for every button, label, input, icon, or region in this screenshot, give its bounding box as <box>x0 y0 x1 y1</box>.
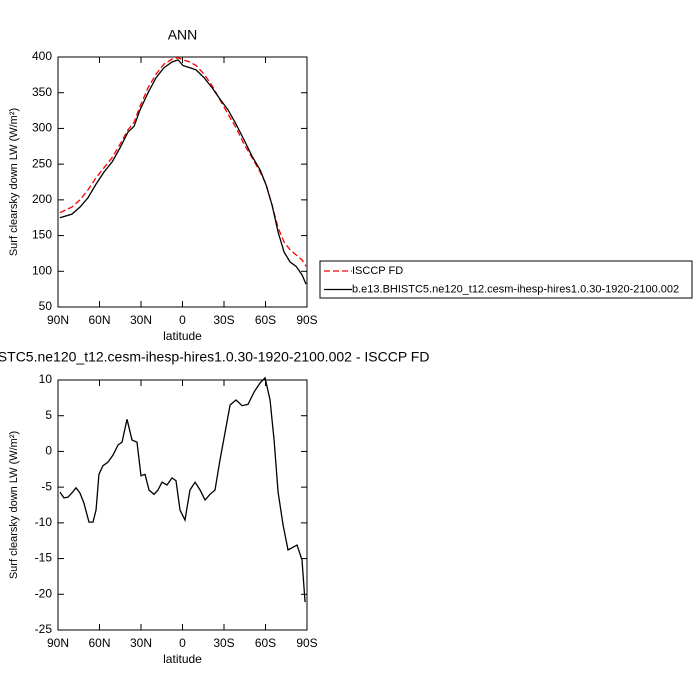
x-tick-label: 60N <box>88 636 110 650</box>
y-tick-label: -25 <box>35 622 53 636</box>
y-tick-label: 100 <box>32 263 52 277</box>
data-line <box>59 59 307 285</box>
x-tick-label: 90N <box>47 313 69 327</box>
plot-frame <box>57 56 308 308</box>
x-tick-label: 90N <box>47 636 69 650</box>
x-tick-label: 30S <box>213 636 234 650</box>
x-tick-label: 90S <box>296 636 317 650</box>
x-tick-label: 0 <box>179 636 186 650</box>
x-tick-label: 30N <box>130 313 152 327</box>
x-axis-label: latitude <box>163 652 202 666</box>
y-tick-label: -20 <box>35 586 53 600</box>
x-tick-label: 60S <box>255 313 276 327</box>
y-axis-label: Surf clearsky down LW (W/m²) <box>8 108 20 256</box>
legend-label: ISCCP FD <box>352 265 403 277</box>
x-tick-label: 30N <box>130 636 152 650</box>
y-tick-label: 5 <box>45 408 52 422</box>
y-tick-label: 150 <box>32 228 52 242</box>
y-tick-label: 50 <box>39 299 53 313</box>
chart-title: ANN <box>168 27 198 43</box>
chart-title: b.e13.BHISTC5.ne120_t12.cesm-ihesp-hires… <box>0 349 429 365</box>
y-tick-label: 400 <box>32 49 52 63</box>
legend-box <box>319 260 693 299</box>
data-line <box>59 376 306 603</box>
y-tick-label: -15 <box>35 551 53 565</box>
x-tick-label: 0 <box>179 313 186 327</box>
legend-label: b.e13.BHISTC5.ne120_t12.cesm-ihesp-hires… <box>352 283 679 295</box>
y-tick-label: 0 <box>45 444 52 458</box>
y-tick-label: 350 <box>32 85 52 99</box>
x-tick-label: 90S <box>296 313 317 327</box>
x-tick-label: 60N <box>88 313 110 327</box>
y-tick-label: 300 <box>32 121 52 135</box>
y-tick-label: -10 <box>35 515 53 529</box>
data-line <box>59 57 307 267</box>
x-axis-label: latitude <box>163 329 202 343</box>
y-tick-label: 10 <box>39 372 53 386</box>
y-tick-label: 250 <box>32 156 52 170</box>
x-tick-label: 60S <box>255 636 276 650</box>
plot-frame <box>57 379 308 631</box>
y-tick-label: -5 <box>41 479 52 493</box>
y-tick-label: 200 <box>32 192 52 206</box>
x-tick-label: 30S <box>213 313 234 327</box>
y-axis-label: Surf clearsky down LW (W/m²) <box>8 431 20 579</box>
